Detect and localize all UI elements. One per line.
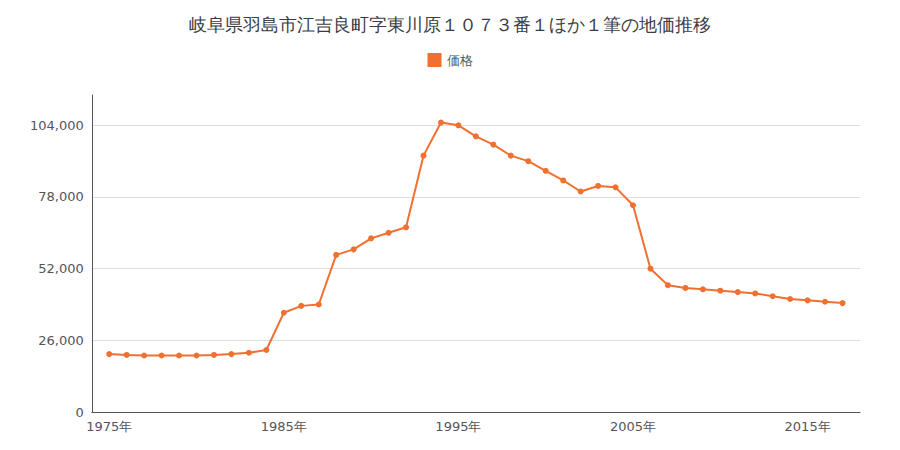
svg-text:1995年: 1995年	[435, 419, 481, 434]
svg-text:52,000: 52,000	[38, 261, 84, 276]
svg-text:104,000: 104,000	[30, 118, 84, 133]
svg-text:78,000: 78,000	[38, 189, 84, 204]
svg-text:価格: 価格	[447, 53, 473, 68]
svg-text:0: 0	[75, 405, 83, 420]
svg-text:26,000: 26,000	[38, 333, 84, 348]
svg-text:1985年: 1985年	[261, 419, 307, 434]
svg-text:岐阜県羽島市江吉良町字東川原１０７３番１ほか１筆の地価推移: 岐阜県羽島市江吉良町字東川原１０７３番１ほか１筆の地価推移	[189, 14, 711, 35]
svg-text:2015年: 2015年	[785, 419, 831, 434]
svg-text:2005年: 2005年	[610, 419, 656, 434]
svg-text:1975年: 1975年	[86, 419, 132, 434]
